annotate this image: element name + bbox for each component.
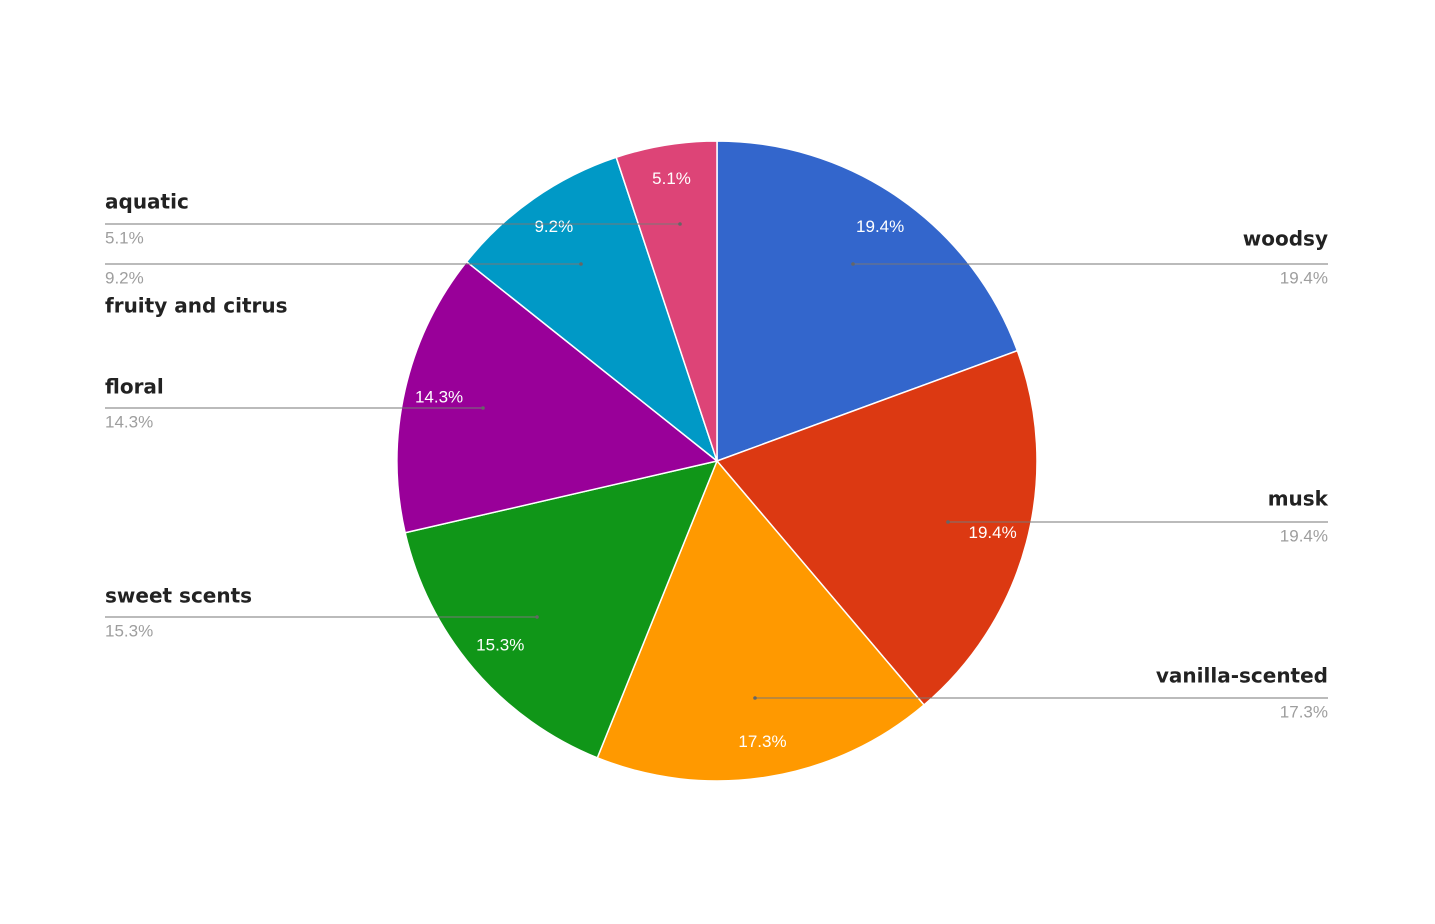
slice-label: 9.2% [534, 217, 573, 236]
callout-dot [579, 262, 583, 266]
slice-label: 19.4% [968, 523, 1016, 542]
legend-label: woodsy [1243, 227, 1328, 251]
callout-dot [753, 696, 757, 700]
pie-slice [716, 140, 1019, 463]
legend-label: musk [1268, 487, 1329, 511]
legend-label: aquatic [105, 190, 189, 214]
callout-dot [535, 615, 539, 619]
pie-slice [596, 459, 926, 782]
pie-slice [465, 156, 719, 464]
legend-value: 9.2% [105, 268, 144, 287]
slice-label: 14.3% [415, 387, 463, 406]
callout-dot [851, 262, 855, 266]
legend-label: fruity and citrus [105, 294, 288, 318]
legend-value: 15.3% [105, 621, 153, 640]
slice-label: 5.1% [652, 169, 691, 188]
legend-value: 14.3% [105, 412, 153, 431]
legend-value: 19.4% [1280, 526, 1328, 545]
pie-slice [715, 349, 1038, 707]
callout-dot [481, 406, 485, 410]
legend-label: floral [105, 375, 164, 399]
pie-slice [615, 140, 718, 462]
legend-value: 5.1% [105, 228, 144, 247]
callout-dot [678, 222, 682, 226]
callout-dot [946, 520, 950, 524]
pie-slice [404, 459, 719, 759]
slice-label: 19.4% [856, 217, 904, 236]
pie-slice [396, 260, 719, 534]
legend-value: 17.3% [1280, 702, 1328, 721]
slice-label: 15.3% [476, 636, 524, 655]
slice-label: 17.3% [738, 732, 786, 751]
legend-label: sweet scents [105, 584, 252, 608]
legend-label: vanilla-scented [1156, 664, 1328, 688]
legend-value: 19.4% [1280, 268, 1328, 287]
